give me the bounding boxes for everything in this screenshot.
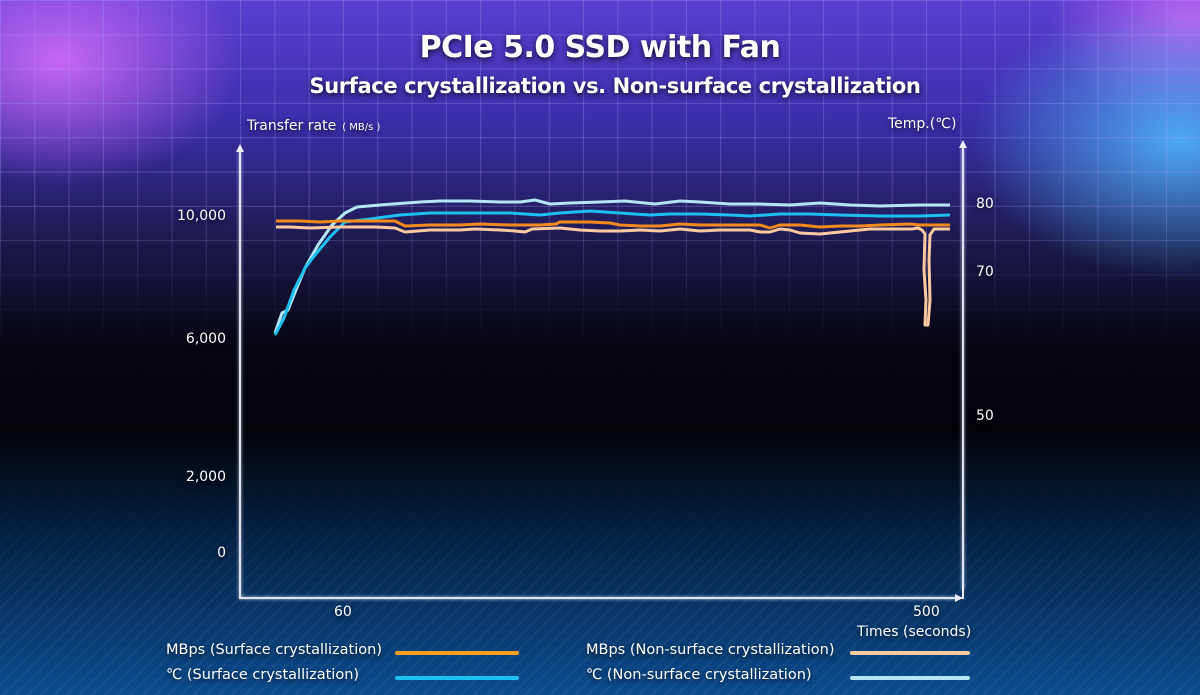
right-axis-label: Temp.(℃)	[888, 116, 957, 132]
legend-label: ℃ (Surface crystallization)	[166, 667, 360, 683]
right-tick-70: 70	[976, 264, 994, 280]
left-tick-6000: 6,000	[185, 331, 226, 347]
legend-swatch-temp-surface	[395, 676, 519, 680]
legend-label: MBps (Non-surface crystallization)	[586, 642, 835, 658]
legend-item-mbps-non-surface: MBps (Non-surface crystallization)	[586, 642, 834, 658]
series-mbps-non-surface	[276, 225, 950, 327]
right-tick-50: 50	[976, 408, 994, 424]
chart-subtitle: Surface crystallization vs. Non-surface …	[309, 74, 921, 98]
left-and-bottom-axis	[239, 152, 955, 599]
series-temp-surface	[273, 209, 951, 336]
legend-label: ℃ (Non-surface crystallization)	[586, 667, 812, 683]
x-tick-60: 60	[334, 604, 352, 620]
legend-item-temp-surface: ℃ (Surface crystallization)	[166, 667, 359, 683]
left-axis-unit: ( MB/s )	[342, 122, 381, 133]
left-axis-label: Transfer rate ( MB/s )	[247, 118, 380, 134]
left-axis-arrow-icon	[236, 144, 244, 152]
x-tick-500: 500	[913, 604, 940, 620]
x-axis-label: Times (seconds)	[857, 624, 972, 640]
series-temp-non-surface	[273, 198, 950, 334]
axes	[239, 148, 964, 599]
background-stripes	[0, 480, 1200, 695]
legend-swatch-mbps-surface	[395, 651, 519, 655]
legend-swatch-mbps-non-surface	[850, 651, 970, 655]
legend-label: MBps (Surface crystallization)	[166, 642, 382, 658]
series-mbps-surface	[276, 219, 950, 230]
legend-item-temp-non-surface: ℃ (Non-surface crystallization)	[586, 667, 812, 683]
legend-swatch-temp-non-surface	[850, 676, 970, 680]
chart-title: PCIe 5.0 SSD with Fan	[419, 30, 781, 65]
right-tick-80: 80	[976, 196, 994, 212]
left-tick-2000: 2,000	[185, 469, 226, 485]
left-tick-10000: 10,000	[177, 208, 226, 224]
legend-item-mbps-surface: MBps (Surface crystallization)	[166, 642, 382, 658]
left-tick-0: 0	[217, 545, 226, 561]
right-axis-arrow-icon	[959, 140, 967, 148]
left-axis-title: Transfer rate	[247, 118, 337, 134]
